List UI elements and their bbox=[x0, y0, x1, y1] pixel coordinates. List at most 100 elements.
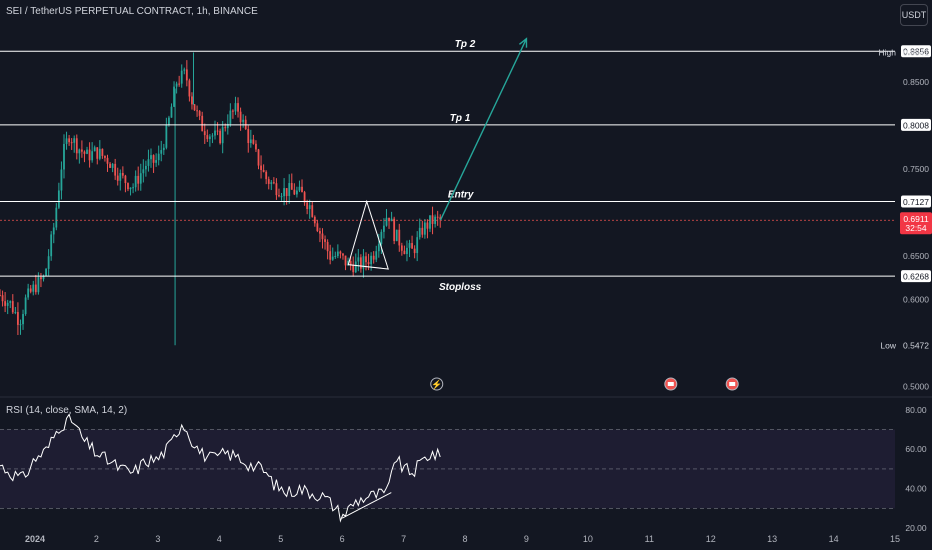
candle-body bbox=[390, 218, 393, 222]
candle-body bbox=[257, 149, 260, 166]
triangle-pattern[interactable] bbox=[347, 199, 389, 270]
candle-body bbox=[226, 123, 229, 129]
candle-body bbox=[367, 262, 370, 265]
candle-body bbox=[229, 110, 232, 124]
x-tick-label: 14 bbox=[829, 534, 839, 544]
price-tick-label: 0.6000 bbox=[903, 294, 929, 304]
candle-body bbox=[119, 172, 122, 181]
candle-body bbox=[96, 147, 99, 159]
candle-body bbox=[306, 202, 309, 210]
candle-body bbox=[114, 163, 117, 176]
candle-body bbox=[280, 196, 283, 198]
candle-body bbox=[370, 255, 373, 265]
rsi-pane[interactable] bbox=[0, 413, 895, 523]
candle-body bbox=[232, 110, 234, 112]
candle-body bbox=[354, 261, 357, 273]
candle-body bbox=[383, 225, 385, 232]
level-price-tag bbox=[901, 118, 931, 131]
x-tick-label: 2 bbox=[94, 534, 99, 544]
candle-body bbox=[98, 148, 101, 159]
candle-body bbox=[155, 160, 158, 163]
candle-body bbox=[278, 195, 280, 197]
x-tick-label: 8 bbox=[462, 534, 467, 544]
candle-body bbox=[178, 83, 181, 85]
candle-body bbox=[17, 312, 19, 325]
rsi-divergence-line[interactable] bbox=[341, 492, 392, 519]
candle-body bbox=[180, 70, 183, 84]
candle-body bbox=[104, 155, 106, 158]
candle-body bbox=[127, 183, 129, 190]
candle-body bbox=[319, 231, 321, 234]
candle-body bbox=[6, 302, 9, 306]
candle-body bbox=[303, 192, 306, 203]
axes: 0.8856 0.8008 0.7127 0.6268 0.8500 0.7500 0.65… bbox=[0, 45, 932, 544]
candle-body bbox=[436, 216, 439, 218]
candle-body bbox=[50, 234, 53, 257]
x-tick-label: 11 bbox=[645, 534, 654, 544]
level-label-entry: Entry bbox=[448, 189, 474, 200]
symbol-title: SEI / TetherUS PERPETUAL CONTRACT, 1h, B… bbox=[6, 6, 258, 17]
level-label-tp-2: Tp 2 bbox=[455, 39, 476, 50]
candle-body bbox=[283, 188, 286, 197]
level-price-tag bbox=[901, 195, 931, 208]
candle-body bbox=[9, 301, 12, 303]
lightning-glyph: ⚡ bbox=[431, 379, 442, 391]
candle-body bbox=[385, 217, 388, 226]
projection-arrow[interactable] bbox=[439, 38, 528, 221]
candle-body bbox=[208, 136, 211, 140]
candle-body bbox=[57, 190, 60, 208]
candle-body bbox=[237, 103, 239, 112]
candle-body bbox=[252, 139, 255, 144]
candle-body bbox=[37, 277, 40, 293]
price-tick-label: 0.8500 bbox=[903, 77, 929, 87]
candle-body bbox=[267, 179, 270, 184]
candle-body bbox=[349, 260, 352, 265]
candle-body bbox=[308, 205, 311, 210]
candle-body bbox=[116, 175, 119, 181]
candle-body bbox=[81, 149, 83, 152]
x-tick-label: 9 bbox=[524, 534, 529, 544]
candle-body bbox=[336, 251, 339, 257]
price-pane[interactable]: Tp 2 Tp 1 Entry Stoploss ⚡ bbox=[0, 37, 895, 391]
candle-body bbox=[375, 251, 378, 260]
candle-body bbox=[183, 69, 186, 71]
candle-body bbox=[162, 147, 165, 151]
candle-body bbox=[150, 155, 152, 160]
currency-button[interactable]: USDT bbox=[900, 4, 928, 26]
candle-body bbox=[216, 130, 219, 132]
candle-body bbox=[288, 183, 291, 196]
candle-body bbox=[357, 257, 360, 262]
candle-body bbox=[75, 138, 78, 154]
rsi-line[interactable] bbox=[0, 413, 441, 523]
x-tick-label: 5 bbox=[278, 534, 283, 544]
candle-body bbox=[173, 86, 175, 107]
x-tick-label: 4 bbox=[217, 534, 222, 544]
last-price-countdown: 32:54 bbox=[905, 223, 927, 233]
candle-body bbox=[377, 244, 380, 252]
candle-body bbox=[60, 169, 63, 191]
lightning-event-icon[interactable] bbox=[430, 377, 444, 391]
candle-body bbox=[191, 96, 193, 105]
candle-body bbox=[34, 284, 37, 293]
candle-body bbox=[301, 186, 303, 193]
candle-body bbox=[313, 216, 316, 224]
candle-body bbox=[372, 255, 375, 260]
candle-body bbox=[152, 155, 155, 163]
candle-body bbox=[175, 83, 178, 87]
candle-body bbox=[285, 188, 288, 196]
candle-body bbox=[144, 165, 147, 170]
flag-glyph bbox=[667, 382, 674, 386]
candle-body bbox=[63, 143, 65, 170]
level-price-tag bbox=[901, 270, 931, 283]
flag-glyph bbox=[729, 382, 736, 386]
level-price-tag-text: 0.6268 bbox=[903, 272, 929, 282]
candle-body bbox=[106, 157, 109, 164]
candle-body bbox=[165, 124, 168, 148]
candle-body bbox=[408, 243, 411, 248]
candle-body bbox=[93, 147, 96, 152]
candle-body bbox=[242, 119, 245, 123]
candle-body bbox=[324, 239, 326, 242]
candle-body bbox=[129, 187, 132, 190]
candle-body bbox=[111, 163, 114, 168]
